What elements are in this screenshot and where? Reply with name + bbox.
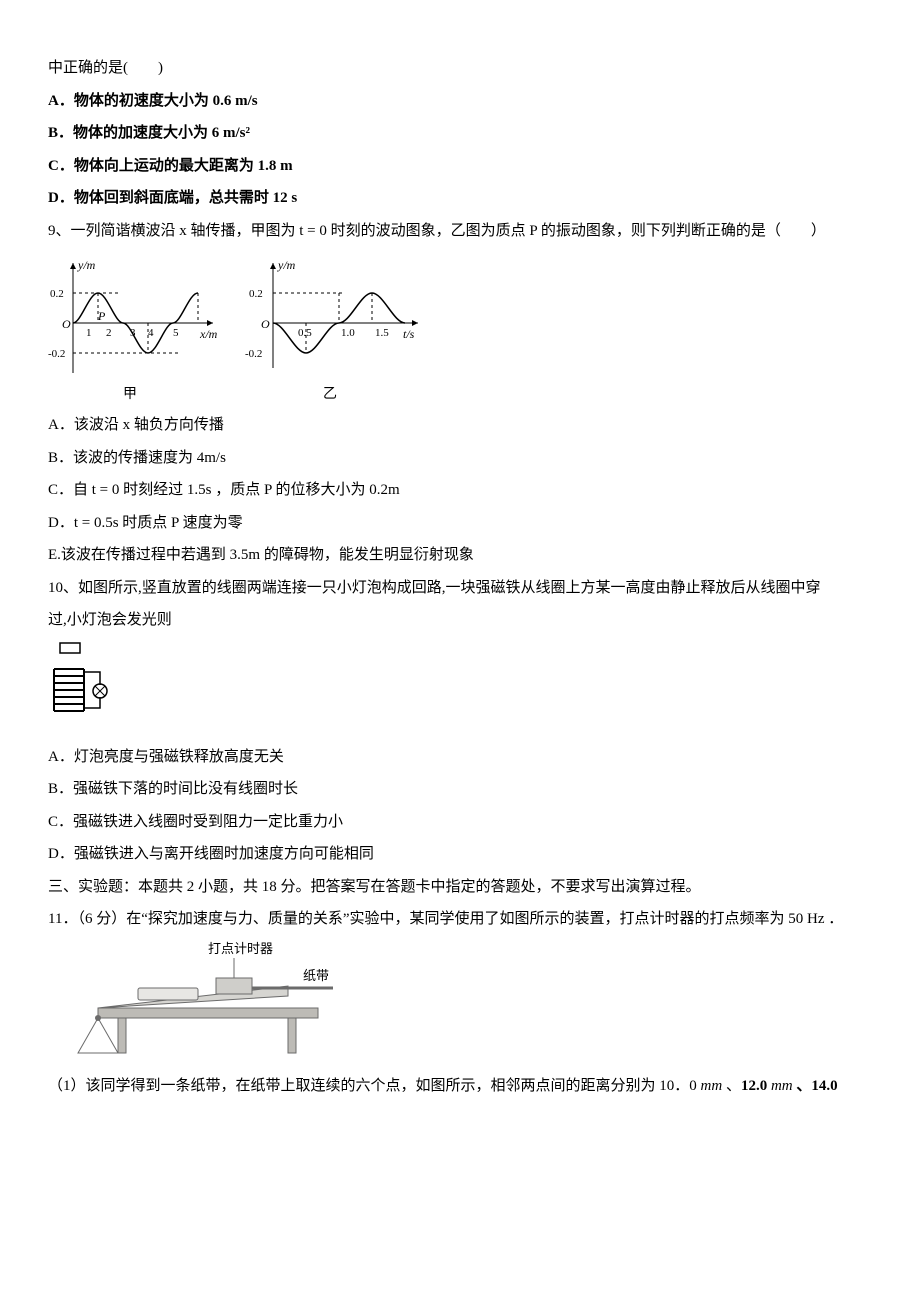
ylo2: -0.2 [245, 348, 262, 360]
q9-stem: 9、一列简谐横波沿 x 轴传播，甲图为 t = 0 时刻的波动图象，乙图为质点 … [48, 217, 872, 246]
q11-p1a: （1）该同学得到一条纸带，在纸带上取连续的六个点，如图所示，相邻两点间的距离分别… [48, 1078, 701, 1094]
q10-opt-b: B．强磁铁下落的时间比没有线圈时长 [48, 775, 872, 804]
q9-opt-d: D．t = 0.5s 时质点 P 速度为零 [48, 509, 872, 538]
q8-opt-d: D．物体回到斜面底端，总共需时 12 s [48, 184, 872, 213]
q10-opt-d: D．强磁铁进入与离开线圈时加速度方向可能相同 [48, 840, 872, 869]
label-o2: O [261, 317, 270, 331]
q10-stem-2: 过,小灯泡会发光则 [48, 606, 872, 635]
tick-2: 2 [106, 327, 112, 339]
tick-1: 1 [86, 327, 92, 339]
q11-stem: 11．（6 分）在“探究加速度与力、质量的关系”实验中，某同学使用了如图所示的装… [48, 905, 872, 934]
xlabel2: t/s [403, 327, 415, 341]
q9-opt-b: B．该波的传播速度为 4m/s [48, 444, 872, 473]
cap-jia: 甲 [123, 387, 137, 402]
q9-fig-jia: 1 2 3 4 5 P O 0.2 -0.2 y/m x/m 甲 [48, 253, 223, 403]
yhi1: 0.2 [50, 288, 64, 300]
q8-intro: 中正确的是( ) [48, 54, 872, 83]
ylo1: -0.2 [48, 348, 65, 360]
q8-opt-b: B．物体的加速度大小为 6 m/s² [48, 119, 872, 148]
cap-yi: 乙 [323, 386, 337, 402]
q11-p1c: 12.0 [741, 1078, 771, 1094]
label-o1: O [62, 317, 71, 331]
q8-opt-c: C．物体向上运动的最大距离为 1.8 m [48, 152, 872, 181]
tick-5: 5 [173, 327, 179, 339]
q11-figure: 打点计时器 纸带 [48, 938, 348, 1068]
mm-1: mm [701, 1078, 723, 1094]
q9-opt-a: A．该波沿 x 轴负方向传播 [48, 411, 872, 440]
q9-opt-c: C．自 t = 0 时刻经过 1.5s ，质点 P 的位移大小为 0.2m [48, 476, 872, 505]
q10-figure [48, 639, 128, 739]
xlabel1: x/m [199, 327, 218, 341]
q11-p1: （1）该同学得到一条纸带，在纸带上取连续的六个点，如图所示，相邻两点间的距离分别… [48, 1072, 872, 1101]
q9-fig-yi: 0.5 1.0 1.5 O 0.2 -0.2 y/m t/s 乙 [243, 253, 428, 403]
q9-opt-e: E.该波在传播过程中若遇到 3.5m 的障碍物，能发生明显衍射现象 [48, 541, 872, 570]
tick2-15: 1.5 [375, 327, 389, 339]
q11-p1b: 、 [722, 1078, 741, 1094]
q10-opt-c: C．强磁铁进入线圈时受到阻力一定比重力小 [48, 808, 872, 837]
ylabel2: y/m [277, 258, 296, 272]
tick2-05: 0.5 [298, 327, 312, 339]
section-3: 三、实验题：本题共 2 小题，共 18 分。把答案写在答题卡中指定的答题处，不要… [48, 873, 872, 902]
yhi2: 0.2 [249, 288, 263, 300]
label-p: P [97, 309, 106, 323]
q11-p1d: 、 [793, 1078, 812, 1094]
q10-opt-a: A．灯泡亮度与强磁铁释放高度无关 [48, 743, 872, 772]
ylabel1: y/m [77, 258, 96, 272]
tick-4: 4 [148, 327, 154, 339]
q10-stem-1: 10、如图所示,竖直放置的线圈两端连接一只小灯泡构成回路,一块强磁铁从线圈上方某… [48, 574, 872, 603]
q9-figures: 1 2 3 4 5 P O 0.2 -0.2 y/m x/m 甲 0.5 1.0… [48, 253, 872, 403]
q8-opt-a: A．物体的初速度大小为 0.6 m/s [48, 87, 872, 116]
q11-p1e: 14.0 [811, 1078, 837, 1094]
q11-label-tape: 纸带 [303, 968, 329, 983]
q11-label-timer: 打点计时器 [208, 941, 273, 956]
mm-2: mm [771, 1078, 793, 1094]
tick2-10: 1.0 [341, 327, 355, 339]
tick-3: 3 [130, 327, 136, 339]
